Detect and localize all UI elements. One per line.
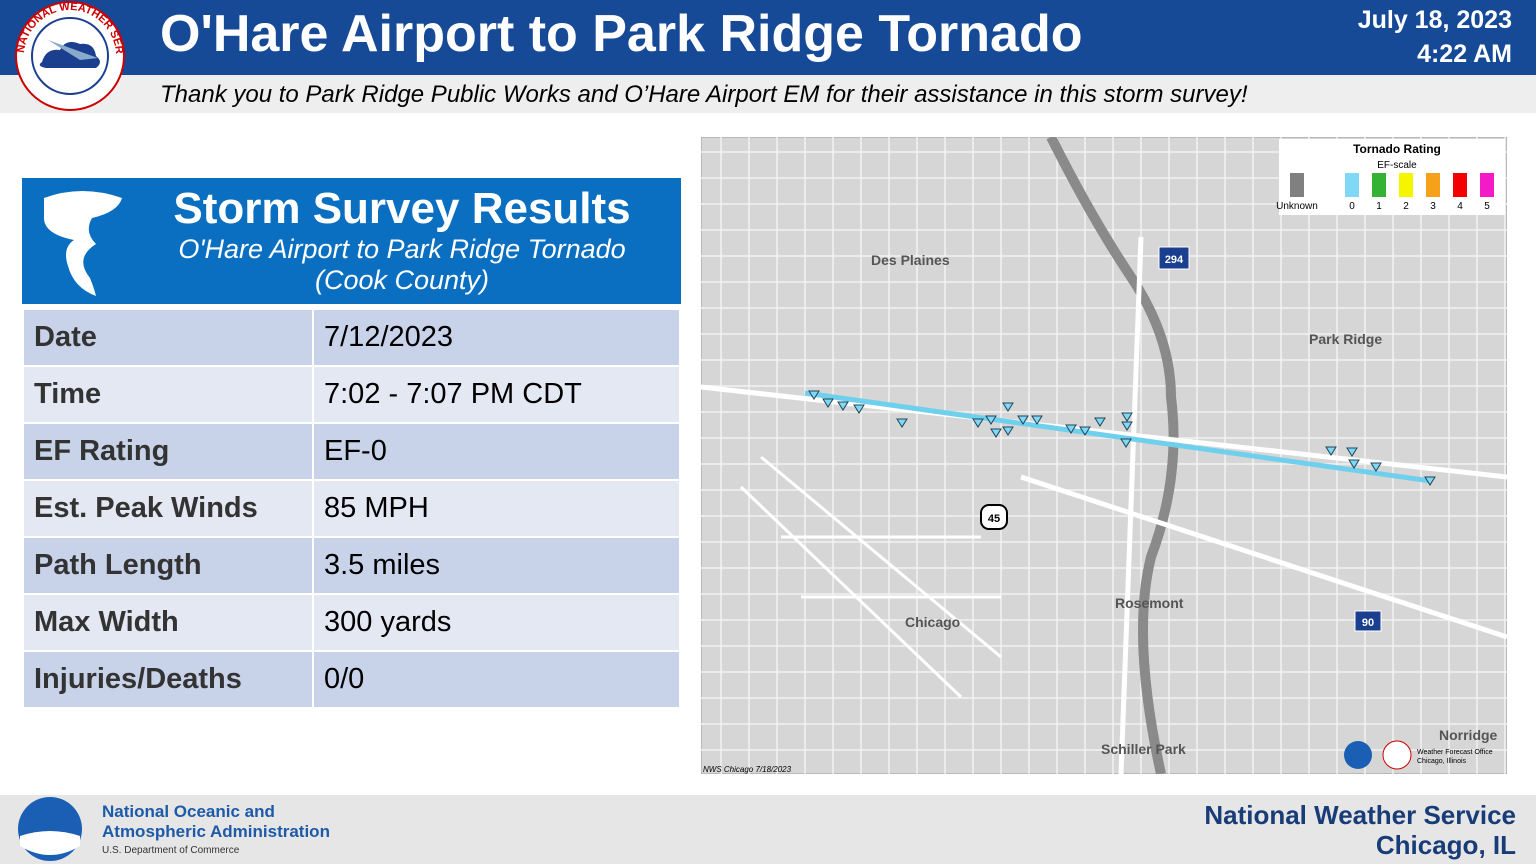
- survey-point: [1370, 462, 1382, 472]
- survey-point: [1121, 421, 1133, 431]
- survey-point: [1079, 426, 1091, 436]
- survey-subtitle: (Cook County): [314, 265, 490, 295]
- row-label: Max Width: [22, 593, 314, 652]
- place-label: Des Plaines: [871, 252, 950, 268]
- legend-swatch: [1453, 173, 1467, 197]
- office-label: Weather Forecast Office: [1417, 749, 1493, 756]
- time: 4:22 AM: [1417, 40, 1512, 68]
- header-bar: [0, 0, 1536, 75]
- legend-subtitle: EF-scale: [1377, 160, 1417, 171]
- row-value: 7:02 - 7:07 PM CDT: [312, 365, 681, 424]
- survey-point: [1424, 476, 1436, 486]
- nws-logo: NATIONAL WEATHER SERVICE: [8, 0, 125, 111]
- noaa-logo: [18, 797, 82, 861]
- survey-point: [1031, 415, 1043, 425]
- survey-point: [853, 404, 865, 414]
- row-value: 85 MPH: [312, 479, 681, 538]
- row-value: 0/0: [312, 650, 681, 709]
- legend-swatch: [1345, 173, 1359, 197]
- survey-point: [1121, 412, 1133, 422]
- row-value: EF-0: [312, 422, 681, 481]
- map-credit: NWS Chicago 7/18/2023: [703, 765, 792, 774]
- survey-point: [990, 428, 1002, 438]
- row-value: 3.5 miles: [312, 536, 681, 595]
- place-label: Chicago: [905, 614, 960, 630]
- row-label: Time: [22, 365, 314, 424]
- legend-swatch: [1290, 173, 1304, 197]
- survey-header: Storm Survey Results O'Hare Airport to P…: [22, 178, 681, 304]
- table-row: Max Width 300 yards: [22, 593, 681, 652]
- legend-title: Tornado Rating: [1353, 142, 1441, 156]
- row-label: EF Rating: [22, 422, 314, 481]
- survey-point: [1325, 446, 1337, 456]
- noaa-name: Atmospheric Administration: [102, 822, 330, 841]
- survey-point: [1094, 417, 1106, 427]
- survey-point: [1002, 426, 1014, 436]
- highway-shield: 90: [1362, 617, 1374, 629]
- survey-point: [837, 401, 849, 411]
- survey-title: Storm Survey Results: [173, 184, 631, 233]
- highway-shield: 45: [988, 513, 1000, 525]
- survey-point: [1348, 459, 1360, 469]
- survey-table: Date 7/12/2023 Time 7:02 - 7:07 PM CDT EF Ra…: [22, 308, 681, 709]
- row-label: Date: [22, 308, 314, 367]
- footer-bar: [0, 795, 1536, 864]
- survey-point: [1017, 415, 1029, 425]
- place-label: Schiller Park: [1101, 741, 1186, 757]
- place-label: Norridge: [1439, 727, 1498, 743]
- legend-swatch: [1372, 173, 1386, 197]
- table-row: Date 7/12/2023: [22, 308, 681, 367]
- survey-point: [1120, 438, 1132, 448]
- nws-location: Chicago, IL: [1375, 830, 1516, 860]
- survey-point: [972, 418, 984, 428]
- office-label: Chicago, Illinois: [1417, 758, 1467, 765]
- noaa-name: National Oceanic and: [102, 802, 275, 821]
- survey-point: [985, 415, 997, 425]
- legend-label: 2: [1403, 201, 1409, 212]
- place-label: Park Ridge: [1309, 331, 1382, 347]
- subtitle: Thank you to Park Ridge Public Works and…: [160, 81, 1248, 108]
- legend-label: 1: [1376, 201, 1382, 212]
- row-label: Path Length: [22, 536, 314, 595]
- survey-point: [1002, 402, 1014, 412]
- row-value: 300 yards: [312, 593, 681, 652]
- table-row: Est. Peak Winds 85 MPH: [22, 479, 681, 538]
- noaa-department: U.S. Department of Commerce: [102, 845, 240, 856]
- legend-label: 4: [1457, 201, 1463, 212]
- survey-point: [1065, 424, 1077, 434]
- legend-swatch: [1480, 173, 1494, 197]
- subtitle-bar: [0, 75, 1536, 113]
- legend-swatch: [1399, 173, 1413, 197]
- row-label: Injuries/Deaths: [22, 650, 314, 709]
- row-label: Est. Peak Winds: [22, 479, 314, 538]
- survey-point: [896, 418, 908, 428]
- survey-point: [822, 398, 834, 408]
- table-row: Time 7:02 - 7:07 PM CDT: [22, 365, 681, 424]
- legend-label: Unknown: [1276, 201, 1318, 212]
- row-value: 7/12/2023: [312, 308, 681, 367]
- survey-point: [808, 390, 820, 400]
- date: July 18, 2023: [1357, 6, 1512, 34]
- map: Tornado Rating EF-scale Unknown 0 1 2 3 4 5 De…: [701, 137, 1507, 774]
- table-row: Injuries/Deaths 0/0: [22, 650, 681, 709]
- legend-swatch: [1426, 173, 1440, 197]
- highway-shield: 294: [1165, 254, 1184, 266]
- table-row: EF Rating EF-0: [22, 422, 681, 481]
- legend-label: 0: [1349, 201, 1355, 212]
- place-label: Rosemont: [1115, 595, 1184, 611]
- title: O'Hare Airport to Park Ridge Tornado: [160, 5, 1083, 63]
- legend-label: 5: [1484, 201, 1490, 212]
- survey-subtitle: O'Hare Airport to Park Ridge Tornado: [178, 234, 626, 264]
- legend-label: 3: [1430, 201, 1436, 212]
- nws-name: National Weather Service: [1204, 800, 1516, 830]
- tornado-icon: [44, 191, 122, 296]
- table-row: Path Length 3.5 miles: [22, 536, 681, 595]
- survey-point: [1346, 447, 1358, 457]
